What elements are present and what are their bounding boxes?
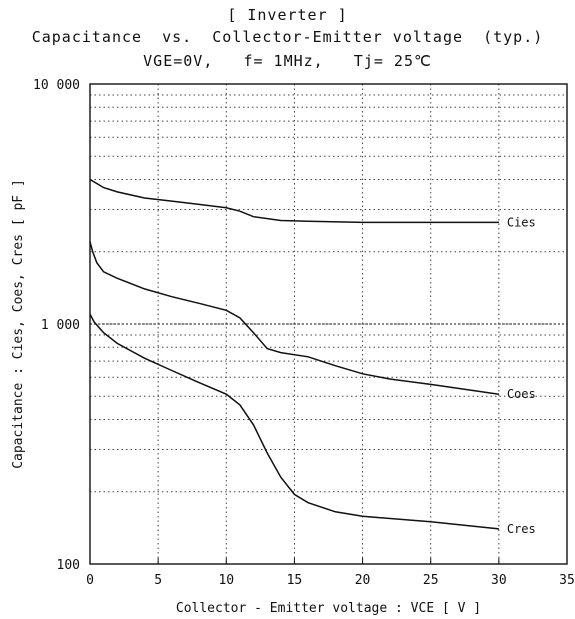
- y-tick-label: 1 000: [41, 318, 80, 333]
- series-line-cres: [89, 313, 499, 530]
- x-tick-label: 35: [559, 573, 575, 588]
- series-label-coes: Coes: [507, 387, 536, 401]
- series-line-cies: [89, 178, 499, 224]
- x-tick-label: 25: [423, 573, 439, 588]
- series-label-cres: Cres: [507, 522, 536, 536]
- y-tick-label: 10 000: [33, 78, 80, 93]
- series-group: [89, 178, 500, 530]
- series-label-cies: Cies: [507, 215, 536, 229]
- chart-title: Capacitance vs. Collector-Emitter voltag…: [31, 28, 544, 46]
- chart-title-device: [ Inverter ]: [227, 6, 348, 24]
- y-tick-label: 100: [57, 558, 80, 573]
- x-tick-label: 20: [355, 573, 371, 588]
- x-tick-label: 10: [218, 573, 234, 588]
- x-tick-label: 15: [287, 573, 303, 588]
- chart-conditions: VGE=0V, f= 1MHz, Tj= 25℃: [143, 52, 432, 70]
- grid: [90, 84, 567, 564]
- x-tick-label: 0: [86, 573, 94, 588]
- series-line-coes: [89, 241, 500, 395]
- x-tick-label: 5: [154, 573, 162, 588]
- labels-group: Cies Coes Cres: [507, 215, 536, 536]
- x-axis-title: Collector - Emitter voltage : VCE [ V ]: [176, 601, 481, 616]
- x-tick-label: 30: [491, 573, 507, 588]
- plot-frame: [89, 83, 568, 565]
- axes: 0 5 10 15 20 25 30 35 100 1 000 10 000 Collector - …: [11, 78, 575, 616]
- y-axis-title: Capacitance : Cies, Coes, Cres [ pF ]: [11, 179, 26, 469]
